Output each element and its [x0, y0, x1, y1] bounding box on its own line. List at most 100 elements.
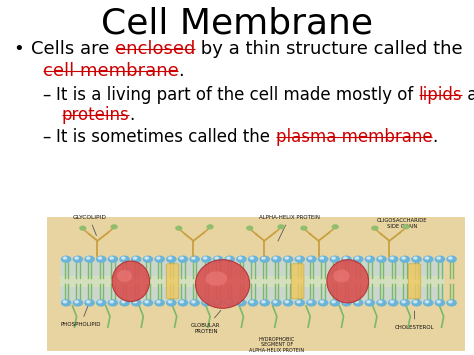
Circle shape — [133, 257, 137, 259]
FancyBboxPatch shape — [408, 264, 421, 299]
Circle shape — [97, 256, 106, 262]
FancyBboxPatch shape — [47, 217, 465, 351]
Circle shape — [178, 300, 188, 306]
Circle shape — [389, 300, 398, 306]
Circle shape — [278, 225, 284, 229]
Circle shape — [85, 300, 94, 306]
Circle shape — [449, 257, 452, 259]
Text: enclosed: enclosed — [115, 40, 195, 58]
Circle shape — [122, 257, 125, 259]
FancyBboxPatch shape — [60, 260, 444, 303]
Circle shape — [207, 225, 213, 229]
Circle shape — [155, 300, 164, 306]
Circle shape — [412, 300, 421, 306]
Circle shape — [75, 301, 78, 303]
Text: –: – — [43, 86, 56, 104]
Ellipse shape — [117, 270, 132, 282]
FancyBboxPatch shape — [60, 276, 444, 287]
Circle shape — [167, 256, 176, 262]
Circle shape — [297, 301, 300, 303]
Circle shape — [365, 256, 374, 262]
Circle shape — [377, 300, 386, 306]
Circle shape — [425, 257, 428, 259]
Circle shape — [238, 257, 242, 259]
FancyBboxPatch shape — [166, 264, 179, 299]
Circle shape — [320, 257, 324, 259]
Circle shape — [110, 301, 113, 303]
Text: GLOBULAR
PROTEIN: GLOBULAR PROTEIN — [191, 310, 221, 334]
Circle shape — [437, 257, 440, 259]
Text: and: and — [463, 86, 474, 104]
Text: OLIGOSACCHARIDE
SIDE CHAIN: OLIGOSACCHARIDE SIDE CHAIN — [377, 218, 427, 229]
Circle shape — [227, 257, 230, 259]
Circle shape — [447, 256, 456, 262]
Circle shape — [87, 257, 90, 259]
Circle shape — [412, 256, 421, 262]
Text: .: . — [129, 106, 135, 124]
Circle shape — [330, 300, 339, 306]
Circle shape — [132, 256, 141, 262]
Text: It is sometimes called the: It is sometimes called the — [56, 128, 275, 146]
Ellipse shape — [195, 260, 250, 308]
Circle shape — [248, 300, 258, 306]
Circle shape — [248, 256, 258, 262]
Circle shape — [73, 256, 82, 262]
Circle shape — [372, 226, 378, 230]
Circle shape — [157, 257, 160, 259]
Circle shape — [342, 300, 351, 306]
Circle shape — [354, 300, 363, 306]
Circle shape — [424, 256, 433, 262]
Circle shape — [80, 226, 86, 230]
Circle shape — [402, 301, 405, 303]
Circle shape — [379, 257, 382, 259]
Circle shape — [250, 301, 254, 303]
Circle shape — [355, 257, 358, 259]
Circle shape — [225, 300, 234, 306]
Circle shape — [97, 300, 106, 306]
Text: .: . — [432, 128, 438, 146]
Circle shape — [108, 256, 118, 262]
Circle shape — [330, 256, 339, 262]
Circle shape — [168, 301, 172, 303]
Circle shape — [202, 256, 211, 262]
Circle shape — [283, 300, 292, 306]
Circle shape — [262, 301, 265, 303]
Circle shape — [132, 300, 141, 306]
Circle shape — [157, 301, 160, 303]
Circle shape — [400, 300, 410, 306]
Circle shape — [447, 300, 456, 306]
Text: .: . — [178, 62, 184, 80]
Text: Cell Membrane: Cell Membrane — [101, 7, 373, 40]
Circle shape — [307, 256, 316, 262]
Circle shape — [260, 300, 269, 306]
Circle shape — [354, 256, 363, 262]
Circle shape — [301, 226, 307, 230]
Circle shape — [283, 256, 292, 262]
Ellipse shape — [333, 269, 350, 282]
Circle shape — [297, 257, 300, 259]
Circle shape — [180, 257, 183, 259]
Circle shape — [202, 300, 211, 306]
Circle shape — [122, 301, 125, 303]
Circle shape — [111, 225, 117, 229]
Circle shape — [307, 300, 316, 306]
Circle shape — [155, 256, 164, 262]
Circle shape — [190, 256, 199, 262]
Circle shape — [262, 257, 265, 259]
Circle shape — [295, 256, 304, 262]
Circle shape — [145, 257, 148, 259]
Circle shape — [225, 256, 234, 262]
Circle shape — [180, 301, 183, 303]
Circle shape — [203, 257, 207, 259]
Circle shape — [237, 300, 246, 306]
Circle shape — [332, 225, 338, 229]
Circle shape — [108, 300, 118, 306]
Circle shape — [85, 256, 94, 262]
Text: proteins: proteins — [62, 106, 129, 124]
Circle shape — [191, 301, 195, 303]
Circle shape — [247, 226, 253, 230]
Circle shape — [342, 256, 351, 262]
Circle shape — [365, 300, 374, 306]
Circle shape — [425, 301, 428, 303]
Circle shape — [332, 257, 335, 259]
